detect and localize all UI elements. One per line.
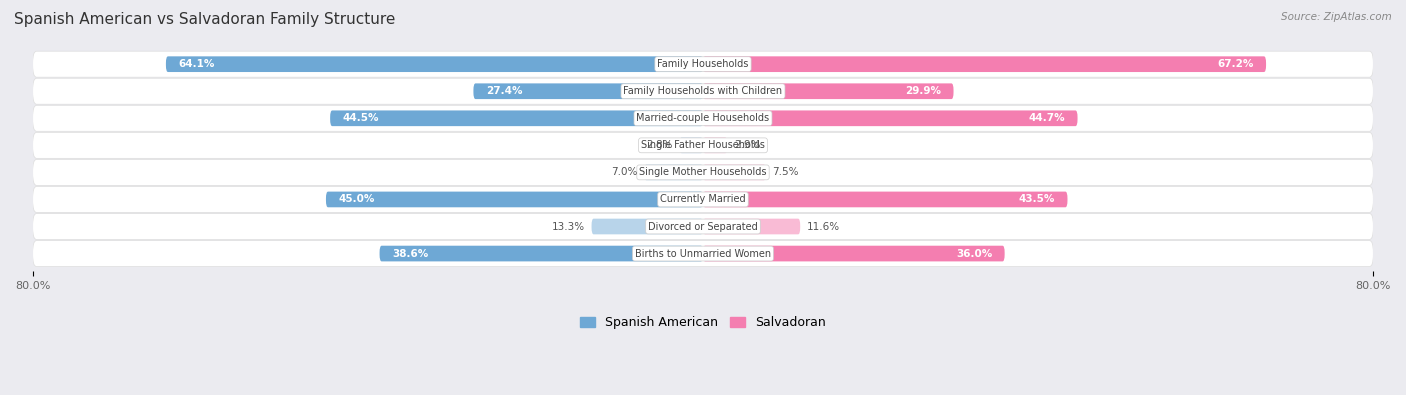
- Text: 45.0%: 45.0%: [339, 194, 375, 205]
- Text: Births to Unmarried Women: Births to Unmarried Women: [636, 248, 770, 259]
- Text: 44.7%: 44.7%: [1028, 113, 1064, 123]
- FancyBboxPatch shape: [32, 78, 1374, 104]
- Text: 11.6%: 11.6%: [807, 222, 839, 231]
- FancyBboxPatch shape: [166, 56, 703, 72]
- Text: 27.4%: 27.4%: [486, 86, 523, 96]
- Text: 43.5%: 43.5%: [1018, 194, 1054, 205]
- FancyBboxPatch shape: [703, 83, 953, 99]
- Text: Family Households: Family Households: [658, 59, 748, 69]
- Text: 2.9%: 2.9%: [734, 140, 761, 150]
- FancyBboxPatch shape: [679, 137, 703, 153]
- Text: 7.5%: 7.5%: [772, 167, 799, 177]
- Text: 36.0%: 36.0%: [956, 248, 993, 259]
- FancyBboxPatch shape: [474, 83, 703, 99]
- FancyBboxPatch shape: [32, 51, 1374, 77]
- FancyBboxPatch shape: [592, 219, 703, 234]
- Text: Source: ZipAtlas.com: Source: ZipAtlas.com: [1281, 12, 1392, 22]
- Text: Family Households with Children: Family Households with Children: [623, 86, 783, 96]
- Text: Single Mother Households: Single Mother Households: [640, 167, 766, 177]
- FancyBboxPatch shape: [703, 192, 1067, 207]
- FancyBboxPatch shape: [326, 192, 703, 207]
- FancyBboxPatch shape: [32, 105, 1374, 131]
- Text: 67.2%: 67.2%: [1218, 59, 1254, 69]
- Text: Divorced or Separated: Divorced or Separated: [648, 222, 758, 231]
- FancyBboxPatch shape: [703, 165, 766, 180]
- FancyBboxPatch shape: [644, 165, 703, 180]
- FancyBboxPatch shape: [32, 186, 1374, 213]
- FancyBboxPatch shape: [32, 214, 1374, 239]
- FancyBboxPatch shape: [32, 132, 1374, 158]
- Text: Spanish American vs Salvadoran Family Structure: Spanish American vs Salvadoran Family St…: [14, 12, 395, 27]
- Text: 2.8%: 2.8%: [647, 140, 673, 150]
- FancyBboxPatch shape: [330, 111, 703, 126]
- FancyBboxPatch shape: [703, 56, 1265, 72]
- Text: 38.6%: 38.6%: [392, 248, 429, 259]
- FancyBboxPatch shape: [703, 111, 1077, 126]
- Text: 64.1%: 64.1%: [179, 59, 215, 69]
- FancyBboxPatch shape: [32, 160, 1374, 185]
- FancyBboxPatch shape: [32, 241, 1374, 267]
- Text: Married-couple Households: Married-couple Households: [637, 113, 769, 123]
- Text: 7.0%: 7.0%: [612, 167, 638, 177]
- Legend: Spanish American, Salvadoran: Spanish American, Salvadoran: [575, 311, 831, 334]
- FancyBboxPatch shape: [703, 137, 727, 153]
- Text: 13.3%: 13.3%: [551, 222, 585, 231]
- FancyBboxPatch shape: [703, 246, 1005, 261]
- Text: 44.5%: 44.5%: [343, 113, 380, 123]
- Text: Currently Married: Currently Married: [661, 194, 745, 205]
- FancyBboxPatch shape: [380, 246, 703, 261]
- FancyBboxPatch shape: [703, 219, 800, 234]
- Text: 29.9%: 29.9%: [905, 86, 941, 96]
- Text: Single Father Households: Single Father Households: [641, 140, 765, 150]
